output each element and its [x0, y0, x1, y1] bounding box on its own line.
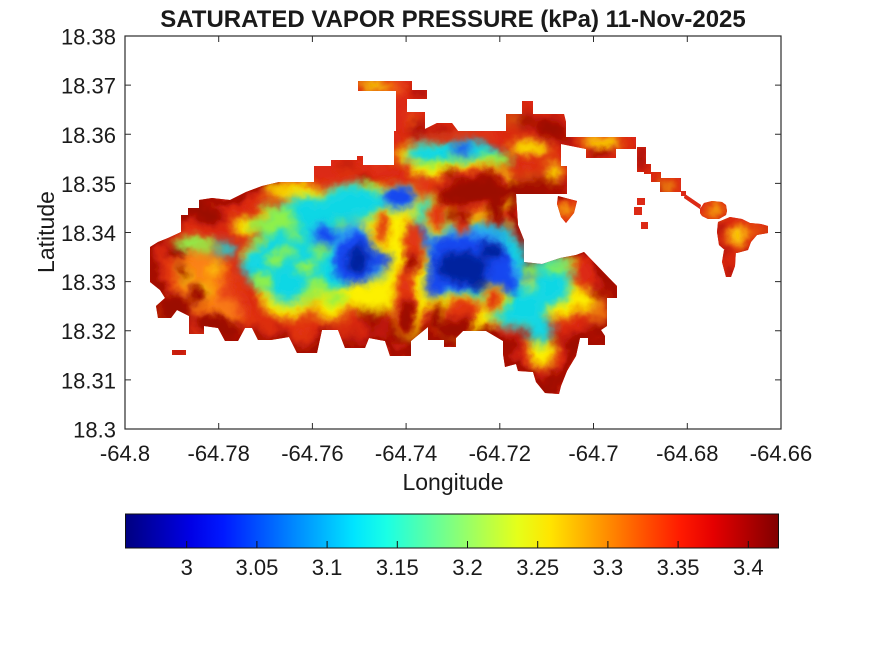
svg-text:18.37: 18.37 — [61, 74, 116, 99]
svg-text:-64.66: -64.66 — [750, 441, 812, 466]
svg-text:3.3: 3.3 — [593, 555, 624, 580]
svg-text:3.4: 3.4 — [733, 555, 764, 580]
svg-text:-64.72: -64.72 — [469, 441, 531, 466]
svg-text:-64.74: -64.74 — [375, 441, 437, 466]
svg-text:18.34: 18.34 — [61, 221, 116, 246]
svg-text:18.35: 18.35 — [61, 172, 116, 197]
svg-text:18.31: 18.31 — [61, 368, 116, 393]
svg-text:3.35: 3.35 — [657, 555, 700, 580]
svg-text:3: 3 — [181, 555, 193, 580]
svg-text:18.36: 18.36 — [61, 123, 116, 148]
svg-text:-64.76: -64.76 — [281, 441, 343, 466]
svg-text:18.33: 18.33 — [61, 270, 116, 295]
svg-text:-64.68: -64.68 — [656, 441, 718, 466]
svg-text:3.2: 3.2 — [452, 555, 483, 580]
svg-text:Latitude: Latitude — [33, 191, 59, 273]
svg-text:-64.7: -64.7 — [568, 441, 618, 466]
svg-text:SATURATED VAPOR PRESSURE (kPa): SATURATED VAPOR PRESSURE (kPa) 11-Nov-20… — [160, 6, 745, 33]
svg-text:Longitude: Longitude — [402, 469, 503, 495]
svg-text:18.38: 18.38 — [61, 25, 116, 50]
svg-text:3.05: 3.05 — [235, 555, 278, 580]
svg-text:-64.8: -64.8 — [100, 441, 150, 466]
svg-text:3.1: 3.1 — [312, 555, 343, 580]
svg-text:18.32: 18.32 — [61, 319, 116, 344]
svg-text:3.25: 3.25 — [516, 555, 559, 580]
svg-text:18.3: 18.3 — [73, 418, 116, 443]
svg-text:-64.78: -64.78 — [188, 441, 250, 466]
svg-text:3.15: 3.15 — [376, 555, 419, 580]
